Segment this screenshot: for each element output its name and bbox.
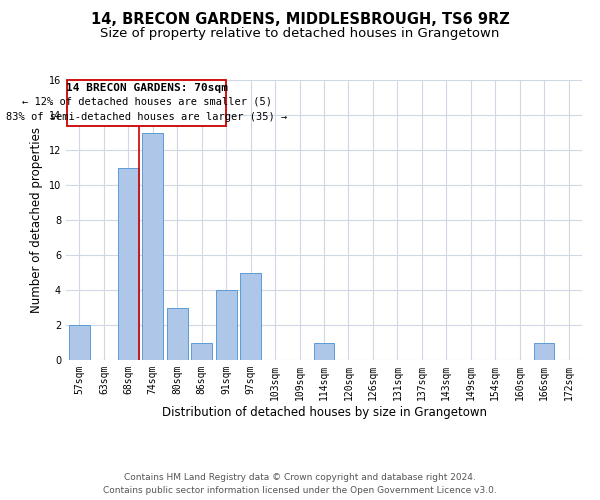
Text: 83% of semi-detached houses are larger (35) →: 83% of semi-detached houses are larger (… [6,112,287,122]
Text: Contains HM Land Registry data © Crown copyright and database right 2024.
Contai: Contains HM Land Registry data © Crown c… [103,474,497,495]
X-axis label: Distribution of detached houses by size in Grangetown: Distribution of detached houses by size … [161,406,487,418]
Y-axis label: Number of detached properties: Number of detached properties [30,127,43,313]
Bar [534,342,554,360]
Bar [191,342,212,360]
FancyBboxPatch shape [67,80,226,126]
Text: 14 BRECON GARDENS: 70sqm: 14 BRECON GARDENS: 70sqm [66,83,228,93]
Bar [118,168,139,360]
Bar [314,342,334,360]
Text: 14, BRECON GARDENS, MIDDLESBROUGH, TS6 9RZ: 14, BRECON GARDENS, MIDDLESBROUGH, TS6 9… [91,12,509,28]
Bar [142,132,163,360]
Text: ← 12% of detached houses are smaller (5): ← 12% of detached houses are smaller (5) [22,97,272,107]
Bar [167,308,188,360]
Bar [69,325,90,360]
Bar [240,272,261,360]
Text: Size of property relative to detached houses in Grangetown: Size of property relative to detached ho… [100,28,500,40]
Bar [216,290,236,360]
